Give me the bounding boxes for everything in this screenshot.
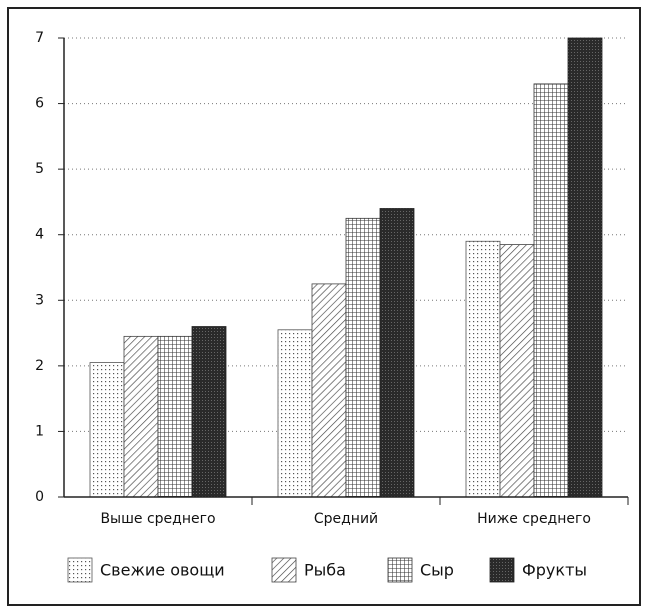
bar bbox=[379, 208, 415, 498]
legend-swatch bbox=[489, 557, 515, 583]
legend-swatch bbox=[67, 557, 93, 583]
bar bbox=[277, 329, 313, 498]
y-tick-label: 5 bbox=[35, 161, 44, 177]
bar bbox=[191, 326, 227, 498]
bar bbox=[311, 283, 347, 498]
legend-swatch bbox=[387, 557, 413, 583]
bar bbox=[533, 83, 569, 498]
bar bbox=[345, 217, 381, 498]
legend-label: Свежие овощи bbox=[100, 561, 225, 580]
y-tick-label: 6 bbox=[35, 96, 44, 112]
y-tick-label: 3 bbox=[35, 292, 44, 308]
legend-swatch bbox=[271, 557, 297, 583]
bar bbox=[157, 335, 193, 498]
bar bbox=[89, 362, 125, 498]
bar bbox=[465, 240, 501, 498]
bar bbox=[123, 335, 159, 498]
bar bbox=[567, 37, 603, 498]
x-tick-label: Средний bbox=[314, 511, 378, 527]
y-tick-label: 1 bbox=[35, 423, 44, 439]
legend-label: Сыр bbox=[420, 561, 454, 580]
y-tick-label: 2 bbox=[35, 358, 44, 374]
bar bbox=[499, 244, 535, 498]
x-tick-label: Выше среднего bbox=[100, 511, 215, 527]
y-tick-label: 7 bbox=[35, 30, 44, 46]
legend-label: Рыба bbox=[304, 561, 346, 580]
y-tick-label: 0 bbox=[35, 489, 44, 505]
y-tick-label: 4 bbox=[35, 227, 44, 243]
x-tick-label: Ниже среднего bbox=[477, 511, 591, 527]
frame bbox=[7, 7, 641, 606]
legend-label: Фрукты bbox=[522, 561, 587, 580]
